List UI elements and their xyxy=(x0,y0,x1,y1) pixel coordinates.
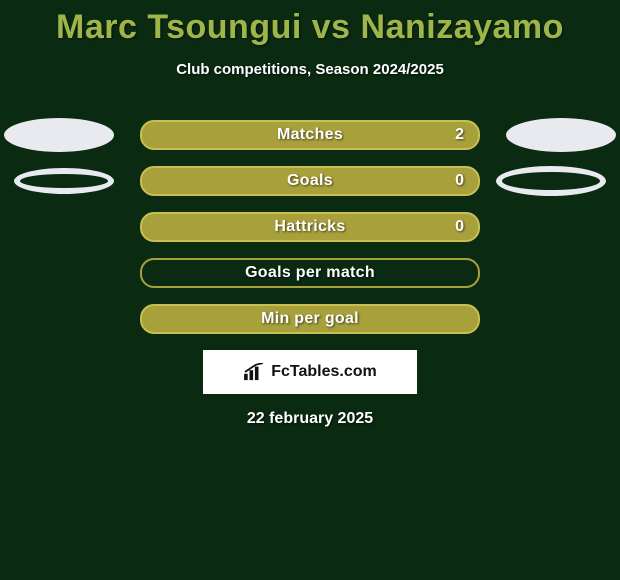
date-label: 22 february 2025 xyxy=(0,410,620,428)
page-title: Marc Tsoungui vs Nanizayamo xyxy=(0,0,620,47)
right-marker-icon xyxy=(496,166,606,196)
stat-bar: Goals 0 xyxy=(140,166,480,196)
left-marker-icon xyxy=(14,168,114,194)
stat-bar: Matches 2 xyxy=(140,120,480,150)
logo: FcTables.com xyxy=(203,350,417,394)
logo-text: FcTables.com xyxy=(271,363,377,381)
stat-value: 0 xyxy=(455,172,464,190)
stat-row-goals: Goals 0 xyxy=(0,166,620,196)
stat-value: 2 xyxy=(455,126,464,144)
stat-label: Min per goal xyxy=(261,310,359,328)
stats-rows: Matches 2 Goals 0 Hattricks 0 Goals per … xyxy=(0,120,620,334)
subtitle: Club competitions, Season 2024/2025 xyxy=(0,61,620,78)
stat-label: Hattricks xyxy=(274,218,345,236)
stat-label: Matches xyxy=(277,126,343,144)
stat-bar: Hattricks 0 xyxy=(140,212,480,242)
left-marker-icon xyxy=(4,118,114,152)
stat-label: Goals per match xyxy=(245,264,375,282)
stat-row-min-per-goal: Min per goal xyxy=(0,304,620,334)
stat-value: 0 xyxy=(455,218,464,236)
stat-row-goals-per-match: Goals per match xyxy=(0,258,620,288)
right-marker-icon xyxy=(506,118,616,152)
chart-icon xyxy=(243,363,265,381)
stat-bar: Goals per match xyxy=(140,258,480,288)
stat-row-hattricks: Hattricks 0 xyxy=(0,212,620,242)
stat-bar: Min per goal xyxy=(140,304,480,334)
stat-row-matches: Matches 2 xyxy=(0,120,620,150)
stat-label: Goals xyxy=(287,172,333,190)
